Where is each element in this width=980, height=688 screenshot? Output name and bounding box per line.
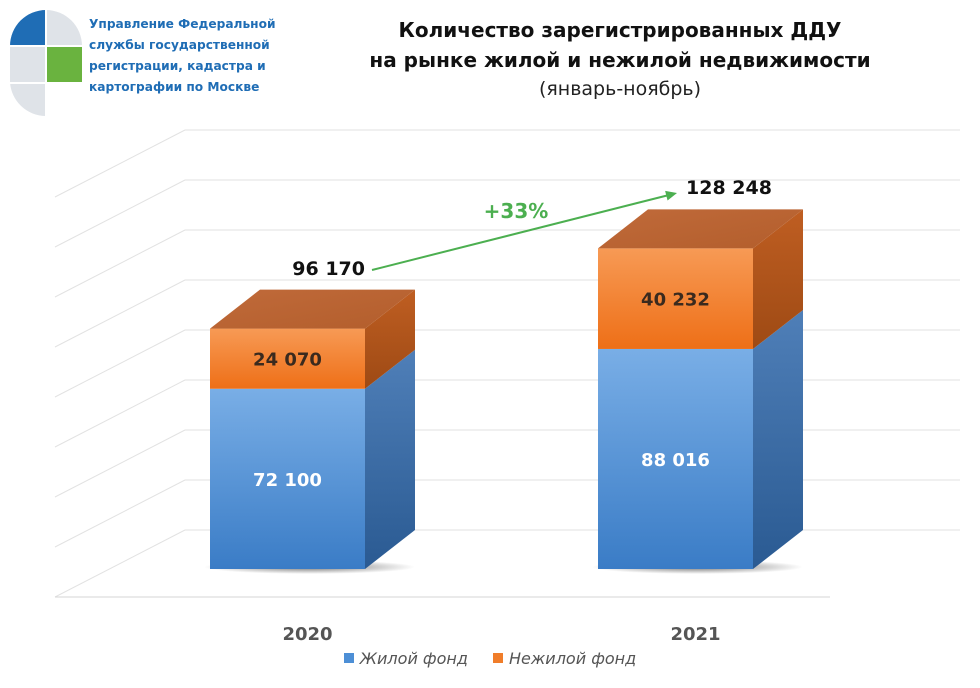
rosreestr-logo [10, 10, 82, 116]
chart-title-line-2: на рынке жилой и нежилой недвижимости [369, 48, 871, 72]
data-label-2020-s1: 24 070 [253, 350, 322, 371]
bar-top-2020 [210, 289, 415, 329]
legend-item-nonresidential: Нежилой фонд [493, 649, 636, 668]
bar-top-2021 [598, 209, 803, 249]
gridline-depth [54, 479, 186, 548]
legend-item-residential: Жилой фонд [343, 649, 468, 668]
gridline-depth [54, 129, 186, 198]
gridline-depth [54, 329, 186, 398]
growth-arrow-line [371, 193, 672, 271]
org-line-1: Управление Федеральной [89, 17, 276, 31]
org-line-2: службы государственной [89, 38, 270, 52]
gridline-depth [54, 179, 186, 248]
gridline-depth [54, 279, 186, 348]
legend-swatch-nonresidential [493, 653, 504, 663]
growth-arrow-head [665, 190, 677, 201]
org-line-4: картографии по Москве [89, 80, 260, 94]
gridline-depth [54, 429, 186, 498]
labels: 72 100 24 070 2020 88 016 40 232 2021 96 170 12… [253, 177, 772, 645]
bar-side-2020-s0 [365, 349, 415, 569]
data-label-2020-s0: 72 100 [253, 470, 322, 491]
gridline-depth [54, 529, 186, 598]
data-label-2021-s0: 88 016 [641, 450, 710, 471]
bar-side-2021-s0 [753, 309, 803, 569]
legend: Жилой фонд Нежилой фонд [0, 649, 980, 668]
bar-2021-s1 [598, 248, 753, 349]
growth-label: +33% [484, 199, 549, 223]
data-label-2021-s1: 40 232 [641, 290, 710, 311]
bar-side-2021-s1 [753, 209, 803, 349]
gridline-depth [54, 379, 186, 448]
x-tick-label-2021: 2021 [670, 624, 720, 645]
org-line-3: регистрации, кадастра и [89, 59, 266, 73]
bar-2020-s1 [210, 328, 365, 389]
total-label-2020: 96 170 [292, 258, 365, 280]
bar-2021-s0 [598, 348, 753, 569]
organization-name: Управление Федеральной службы государств… [89, 14, 289, 98]
x-tick-label-2020: 2020 [282, 624, 332, 645]
legend-label-nonresidential: Нежилой фонд [509, 649, 637, 668]
legend-label-residential: Жилой фонд [359, 649, 468, 668]
bar-side-2020-s1 [365, 289, 415, 389]
chart-title-line-1: Количество зарегистрированных ДДУ [398, 18, 842, 42]
legend-swatch-residential [343, 653, 354, 663]
bars [204, 209, 803, 574]
gridline-depth [54, 229, 186, 298]
chart-subtitle: (январь-ноябрь) [538, 78, 702, 100]
bar-2020-s0 [210, 388, 365, 569]
total-label-2021: 128 248 [686, 177, 772, 199]
